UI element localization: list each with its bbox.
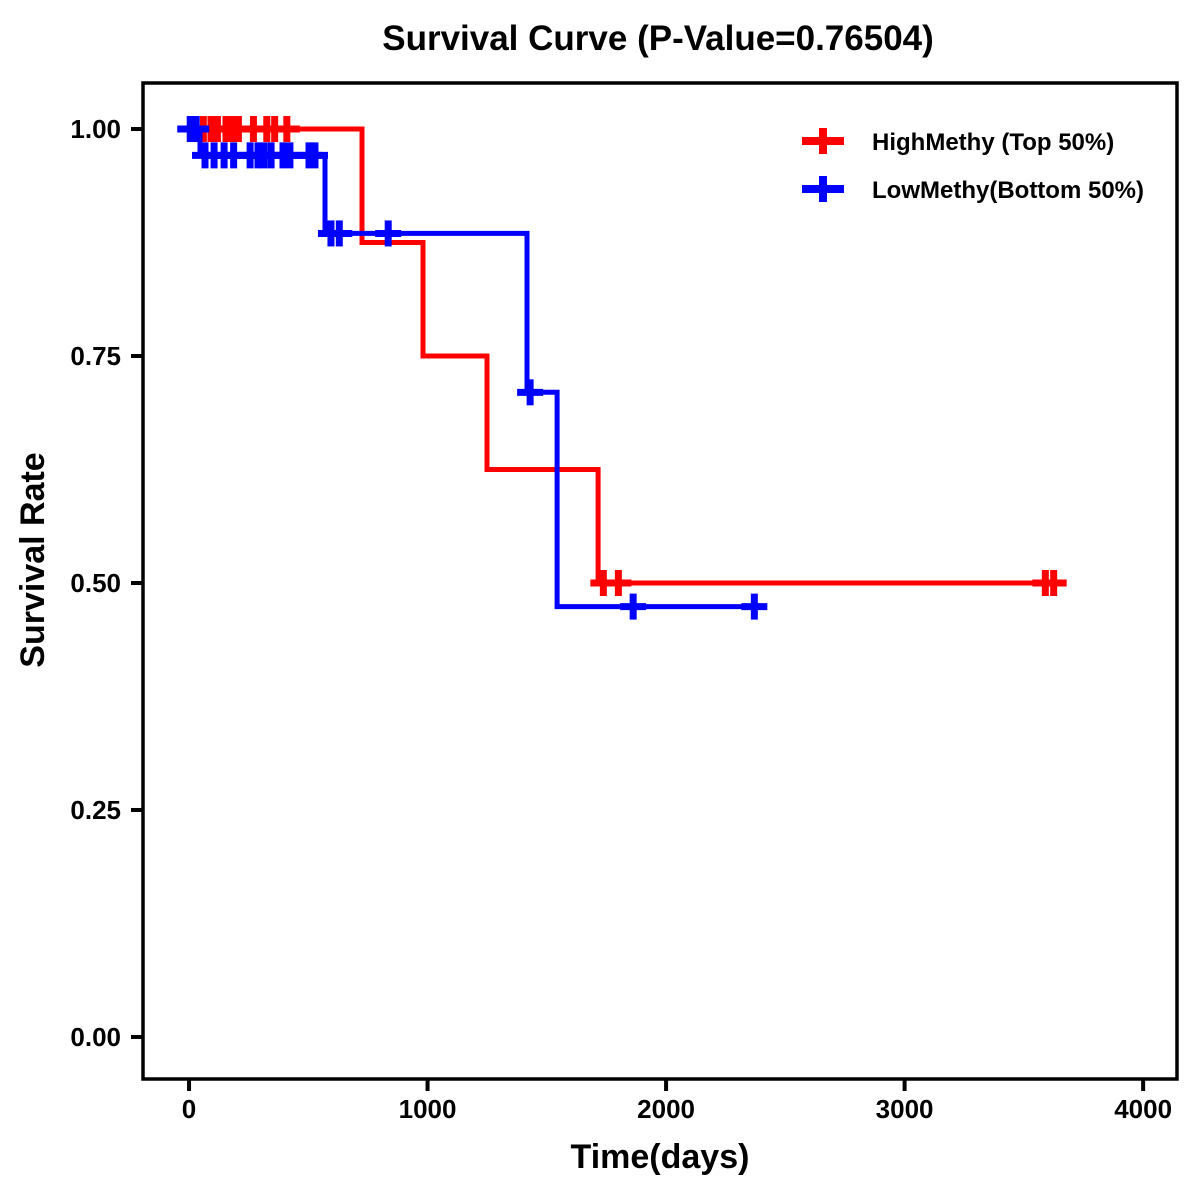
- x-axis-label: Time(days): [571, 1138, 750, 1176]
- highmethy-curve: [189, 126, 1066, 586]
- legend-item-lowmethy: LowMethy(Bottom 50%): [802, 176, 1144, 204]
- x-tick-label-3000: 3000: [876, 1094, 934, 1124]
- highmethy-censor-mark-icon: [1040, 569, 1067, 596]
- x-tick-label-1000: 1000: [399, 1094, 457, 1124]
- y-tick-label-0.50: 0.50: [70, 568, 121, 598]
- lowmethy-censor-mark-icon: [741, 593, 768, 620]
- y-axis-label: Survival Rate: [14, 452, 52, 667]
- lowmethy-series: [177, 116, 768, 620]
- legend-item-highmethy: HighMethy (Top 50%): [802, 128, 1114, 156]
- lowmethy-censor-mark-icon: [326, 220, 353, 247]
- lowmethy-censor-mark-icon: [620, 593, 647, 620]
- lowmethy-curve: [189, 126, 766, 610]
- highmethy-legend-label: HighMethy (Top 50%): [872, 129, 1114, 156]
- lowmethy-censor-mark-icon: [183, 116, 210, 143]
- x-tick-label-0: 0: [182, 1094, 196, 1124]
- lowmethy-legend-label: LowMethy(Bottom 50%): [872, 177, 1144, 204]
- chart-title: Survival Curve (P-Value=0.76504): [382, 19, 934, 58]
- lowmethy-censor-mark-icon: [517, 379, 544, 406]
- y-tick-label-0.25: 0.25: [70, 795, 121, 825]
- legend: HighMethy (Top 50%) LowMethy(Bottom 50%): [802, 128, 1144, 204]
- x-tick-label-4000: 4000: [1114, 1094, 1172, 1124]
- y-tick-label-1.00: 1.00: [70, 114, 121, 144]
- curves-layer: [177, 116, 1067, 620]
- highmethy-censor-mark-icon: [605, 569, 632, 596]
- y-tick-label-0.75: 0.75: [70, 341, 121, 371]
- axis-ticks: 0 1000 2000 3000 4000 1.00 0.75 0.50 0.25 0.00: [70, 114, 1172, 1124]
- highmethy-plus-icon: [802, 128, 844, 154]
- x-tick-label-2000: 2000: [637, 1094, 695, 1124]
- lowmethy-censor-mark-icon: [375, 220, 402, 247]
- lowmethy-censor-mark-icon: [301, 142, 328, 169]
- y-tick-label-0.00: 0.00: [70, 1022, 121, 1052]
- lowmethy-plus-icon: [802, 176, 844, 202]
- highmethy-censor-mark-icon: [273, 116, 300, 143]
